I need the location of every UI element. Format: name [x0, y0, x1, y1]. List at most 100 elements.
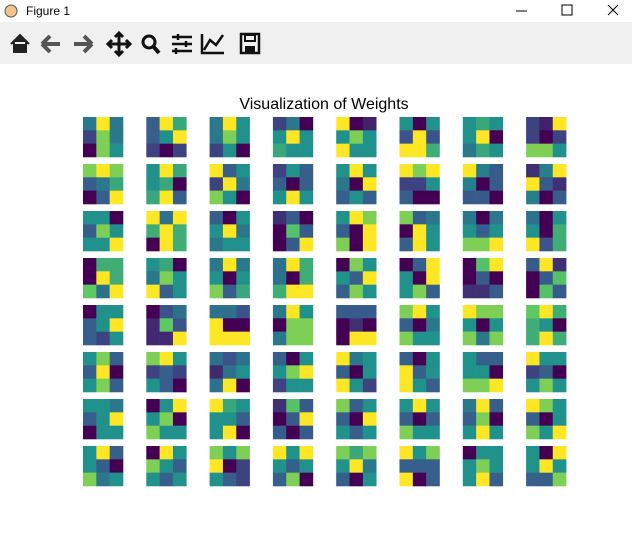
heatmap-cell	[172, 472, 187, 487]
heatmap-cell	[412, 117, 427, 131]
heatmap-cell	[96, 271, 110, 285]
heatmap-cell	[476, 211, 490, 225]
heatmap-cell	[272, 143, 287, 158]
heatmap-cell	[399, 177, 414, 191]
heatmap-cell	[83, 459, 97, 473]
heatmap-cell	[552, 378, 567, 393]
heatmap-cell	[286, 318, 300, 332]
app-icon	[4, 4, 18, 18]
heatmap-cell	[272, 378, 287, 393]
heatmap-cell	[476, 399, 490, 413]
heatmap-cell	[83, 271, 97, 285]
heatmap-cell	[83, 130, 97, 144]
heatmap-cell	[222, 164, 237, 178]
heatmap-cell	[236, 446, 250, 460]
heatmap-cell	[552, 399, 567, 413]
heatmap-cell	[172, 130, 187, 144]
heatmap-cell	[476, 352, 490, 366]
forward-button[interactable]	[74, 34, 94, 54]
heatmap-cell	[159, 164, 174, 178]
heatmap-cell	[299, 143, 314, 158]
heatmap-cell	[412, 271, 427, 285]
heatmap-cell	[172, 352, 187, 366]
heatmap-cell	[362, 365, 377, 379]
heatmap-cell	[426, 399, 440, 413]
heatmap-cell	[489, 318, 504, 332]
heatmap-cell	[159, 117, 174, 131]
heatmap-cell	[412, 425, 427, 440]
heatmap-cell	[286, 305, 300, 319]
heatmap-cell	[96, 378, 110, 393]
heatmap-cell	[96, 318, 110, 332]
heatmap-cell	[159, 378, 174, 393]
heatmap-cell	[412, 211, 427, 225]
heatmap-cell	[336, 130, 350, 144]
home-button[interactable]	[10, 33, 30, 53]
heatmap-cell	[272, 164, 287, 178]
close-button[interactable]	[607, 4, 619, 16]
heatmap-cell	[272, 331, 287, 346]
heatmap-cell	[526, 305, 540, 319]
heatmap-cell	[412, 130, 427, 144]
heatmap-cell	[109, 352, 124, 366]
heatmap-cell	[172, 459, 187, 473]
heatmap-cell	[159, 446, 174, 460]
save-button[interactable]	[239, 32, 261, 55]
heatmap-cell	[462, 237, 477, 252]
heatmap-cell	[462, 399, 477, 413]
heatmap-cell	[159, 224, 174, 238]
heatmap-cell	[489, 237, 504, 252]
heatmap-cell	[526, 472, 540, 487]
heatmap-cell	[286, 459, 300, 473]
heatmap-cell	[96, 117, 110, 131]
heatmap-cell	[539, 472, 554, 487]
heatmap-cell	[426, 130, 440, 144]
heatmap-cell	[209, 331, 224, 346]
configure-button[interactable]	[172, 34, 192, 54]
heatmap-cell	[96, 237, 110, 252]
heatmap-cell	[172, 412, 187, 426]
heatmap-cell	[539, 130, 554, 144]
heatmap-cell	[476, 331, 490, 346]
heatmap-cell	[539, 271, 554, 285]
heatmap-cell	[412, 331, 427, 346]
pan-button[interactable]	[105, 30, 133, 58]
heatmap-cell	[172, 284, 187, 299]
heatmap-cell	[526, 143, 540, 158]
heatmap-cell	[172, 446, 187, 460]
zoom-button[interactable]	[141, 34, 161, 55]
heatmap-cell	[349, 130, 364, 144]
back-button[interactable]	[40, 34, 60, 54]
heatmap-cell	[526, 331, 540, 346]
heatmap-cell	[476, 318, 490, 332]
heatmap-cell	[109, 164, 124, 178]
heatmap-cell	[349, 446, 364, 460]
heatmap-cell	[172, 117, 187, 131]
heatmap-cell	[426, 352, 440, 366]
heatmap-cell	[299, 130, 314, 144]
heatmap-cell	[489, 425, 504, 440]
heatmap-cell	[83, 190, 97, 205]
maximize-button[interactable]	[561, 4, 573, 16]
heatmap-cell	[83, 365, 97, 379]
heatmap-cell	[489, 412, 504, 426]
heatmap-cell	[222, 117, 237, 131]
heatmap-cell	[412, 224, 427, 238]
heatmap-cell	[426, 117, 440, 131]
heatmap-cell	[172, 305, 187, 319]
heatmap-cell	[146, 399, 160, 413]
heatmap-cell	[286, 177, 300, 191]
heatmap-cell	[209, 211, 224, 225]
heatmap-cell	[362, 378, 377, 393]
heatmap-cell	[236, 378, 250, 393]
heatmap-cell	[362, 271, 377, 285]
heatmap-cell	[96, 425, 110, 440]
heatmap-cell	[96, 352, 110, 366]
heatmap-cell	[552, 472, 567, 487]
heatmap-cell	[412, 177, 427, 191]
heatmap-cell	[462, 365, 477, 379]
axes-button[interactable]	[200, 34, 225, 55]
heatmap-cell	[83, 399, 97, 413]
heatmap-cell	[209, 271, 224, 285]
